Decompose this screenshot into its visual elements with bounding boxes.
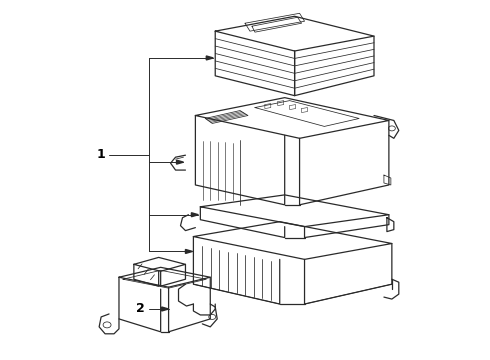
Text: 1: 1 — [97, 148, 105, 161]
Polygon shape — [176, 160, 183, 164]
Text: 2: 2 — [136, 302, 145, 315]
Polygon shape — [206, 56, 213, 60]
Polygon shape — [192, 213, 198, 217]
Polygon shape — [162, 307, 169, 311]
Polygon shape — [185, 249, 193, 253]
